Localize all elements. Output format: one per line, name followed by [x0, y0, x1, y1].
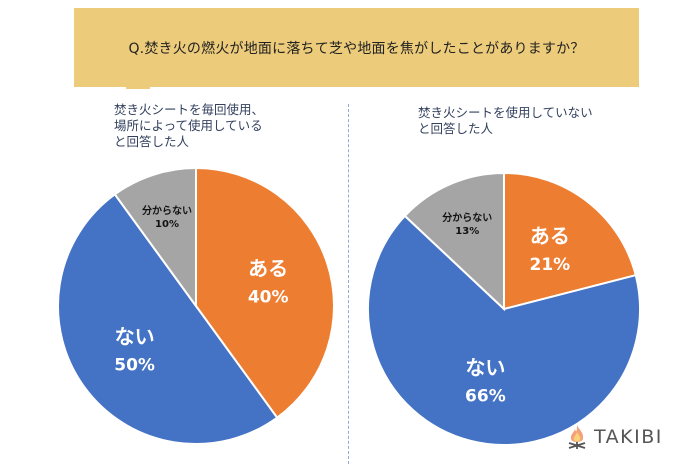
takibi-logo: TAKIBI [566, 424, 663, 450]
pie-slice-nai [367, 214, 641, 446]
banner-tab [126, 86, 150, 89]
left-pie-title: 焚き火シートを毎回使用、 場所によって使用している と回答した人 [114, 102, 265, 149]
slice-value-nai: 66% [465, 386, 506, 406]
pie-slice-nai [57, 192, 279, 445]
divider-line [348, 104, 349, 464]
slice-label-wakaranai: 分からない [442, 211, 492, 224]
pie-slice-aru [503, 171, 637, 311]
slice-label-wakaranai: 分からない [142, 204, 192, 217]
campfire-icon [568, 425, 586, 449]
pie-slice-wakaranai [113, 166, 197, 310]
slice-value-aru: 21% [529, 255, 570, 275]
slice-label-nai: ない [115, 325, 155, 349]
pie-slice-aru [195, 166, 335, 420]
slice-value-wakaranai: 10% [155, 219, 179, 230]
left-pie: ある 40% ない 50% 分からない 10% [57, 166, 335, 445]
question-title: Q.焚き火の燃火が地面に落ちて芝や地面を焦がしたことがありますか？ [128, 40, 585, 57]
right-pie-title: 焚き火シートを使用していない と回答した人 [418, 105, 593, 136]
slice-value-nai: 50% [114, 356, 155, 376]
slice-value-wakaranai: 13% [455, 226, 479, 237]
slice-value-aru: 40% [248, 287, 289, 307]
slice-label-aru: ある [530, 224, 570, 248]
slice-label-nai: ない [465, 355, 505, 379]
question-banner: Q.焚き火の燃火が地面に落ちて芝や地面を焦がしたことがありますか？ [74, 8, 639, 87]
slice-label-aru: ある [248, 257, 288, 281]
right-pie: ある 21% ない 66% 分からない 13% [367, 171, 641, 446]
pie-slice-wakaranai [403, 171, 505, 312]
logo-text: TAKIBI [594, 426, 663, 448]
